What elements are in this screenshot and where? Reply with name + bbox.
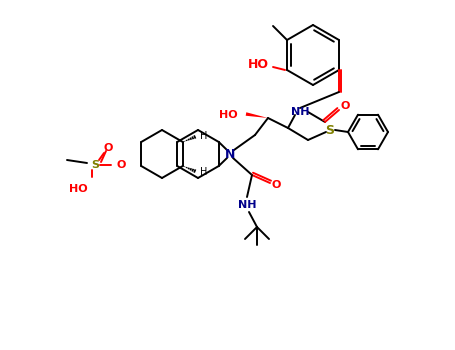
Text: H: H <box>200 131 207 141</box>
Text: O: O <box>271 180 281 190</box>
Text: O: O <box>116 160 126 170</box>
Polygon shape <box>246 112 268 118</box>
Text: S: S <box>325 124 334 136</box>
Text: HO: HO <box>219 110 238 120</box>
Text: NH: NH <box>291 107 309 117</box>
Text: O: O <box>103 143 113 153</box>
Text: NH: NH <box>238 200 256 210</box>
Text: O: O <box>340 101 350 111</box>
Text: S: S <box>91 160 99 170</box>
Text: N: N <box>225 147 235 161</box>
Text: H: H <box>200 167 207 177</box>
Text: HO: HO <box>248 58 269 71</box>
Text: HO: HO <box>69 184 87 194</box>
